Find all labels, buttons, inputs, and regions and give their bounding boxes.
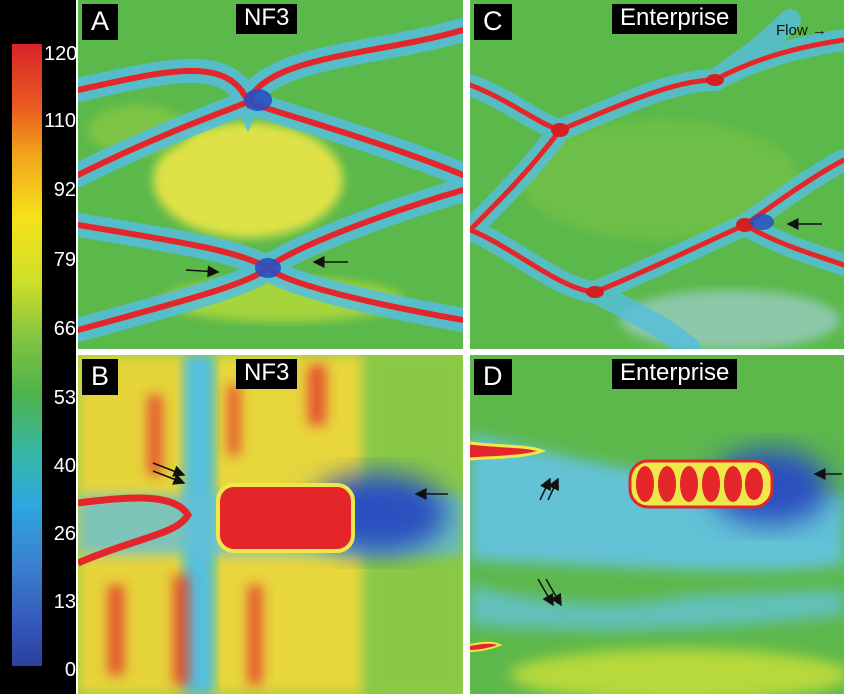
panel-title: NF3 (236, 359, 298, 389)
scale-tick-53: 53 (53, 387, 76, 409)
panel-b-nf3: B NF3 (78, 355, 463, 694)
scale-tick-110: 110 (44, 110, 76, 132)
flow-direction-label: Flow → (776, 22, 827, 39)
arrow-icon (152, 470, 186, 485)
panel-b-heatmap (78, 355, 463, 694)
scale-tick-26: 26 (53, 523, 76, 545)
scale-tick-66: 66 (53, 318, 76, 340)
panel-a-nf3: A NF3 (78, 0, 463, 349)
scale-tick-120: 120 (44, 43, 78, 65)
panel-a-heatmap (78, 0, 463, 349)
panel-c-heatmap (470, 0, 844, 349)
scale-tick-92: 92 (53, 179, 76, 201)
panel-letter: A (82, 4, 119, 40)
panel-letter: C (474, 4, 512, 40)
arrow-icon (547, 477, 559, 501)
scale-tick-13: 13 (53, 591, 76, 613)
panel-title: Enterprise (612, 4, 738, 34)
panel-c-enterprise: C Enterprise Flow → (470, 0, 844, 349)
arrow-icon (152, 462, 186, 477)
panel-letter: D (474, 359, 512, 395)
color-scale-gradient (12, 44, 42, 666)
arrow-icon (185, 265, 220, 278)
scale-tick-0: 0 (64, 659, 76, 681)
scale-tick-40: 40 (53, 455, 76, 477)
arrow-icon (537, 578, 554, 607)
color-scale: 120 110 92 79 66 53 40 26 13 0 (0, 0, 78, 694)
scale-tick-79: 79 (53, 249, 76, 271)
panel-d-enterprise: D Enterprise (470, 355, 844, 694)
panel-title: Enterprise (612, 359, 738, 389)
panel-letter: B (82, 359, 119, 395)
panel-d-heatmap (470, 355, 844, 694)
arrow-icon (545, 578, 562, 607)
panel-title: NF3 (236, 4, 298, 34)
